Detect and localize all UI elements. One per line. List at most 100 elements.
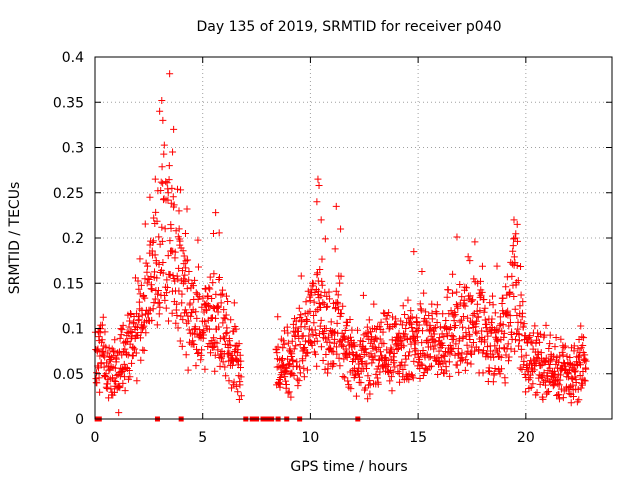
data-point — [153, 274, 161, 282]
data-point — [476, 307, 484, 315]
data-point — [140, 322, 148, 330]
data-point — [279, 344, 287, 352]
data-point — [363, 323, 371, 331]
data-point — [389, 313, 397, 321]
data-point — [320, 330, 328, 338]
data-point — [128, 359, 136, 367]
data-point — [299, 357, 307, 365]
data-point — [504, 340, 512, 348]
data-point — [322, 303, 330, 311]
data-point — [448, 289, 456, 297]
data-point — [439, 310, 447, 318]
data-point — [497, 365, 505, 373]
data-point — [428, 315, 436, 323]
data-point — [138, 311, 146, 319]
data-point — [132, 349, 140, 357]
data-point — [469, 339, 477, 347]
data-point — [190, 340, 198, 348]
data-point — [284, 389, 292, 397]
data-point — [417, 360, 425, 368]
data-point — [208, 337, 216, 345]
data-point — [559, 351, 567, 359]
data-point — [155, 310, 163, 318]
data-point — [333, 343, 341, 351]
data-point — [148, 316, 156, 324]
data-point — [357, 379, 365, 387]
data-point — [510, 216, 518, 224]
data-point — [459, 333, 467, 341]
data-point — [142, 259, 150, 267]
data-point — [232, 382, 240, 390]
data-point — [452, 301, 460, 309]
data-point — [541, 381, 549, 389]
data-point — [473, 317, 481, 325]
data-point — [372, 370, 380, 378]
data-point — [278, 355, 286, 363]
data-point — [284, 355, 292, 363]
data-point — [274, 343, 282, 351]
data-point — [236, 381, 244, 389]
data-point — [332, 287, 340, 295]
data-point — [511, 336, 519, 344]
data-point — [397, 317, 405, 325]
data-point — [509, 247, 517, 255]
data-point — [532, 339, 540, 347]
data-point — [161, 225, 169, 233]
data-point — [204, 293, 212, 301]
data-point — [98, 321, 106, 329]
data-point — [118, 351, 126, 359]
y-tick-label: 0.3 — [62, 141, 84, 157]
data-point — [487, 319, 495, 327]
data-point — [337, 310, 345, 318]
data-point — [201, 301, 209, 309]
data-point — [195, 292, 203, 300]
data-point — [215, 273, 223, 281]
data-point — [120, 360, 128, 368]
data-point — [284, 339, 292, 347]
data-point — [146, 193, 154, 201]
data-point — [184, 256, 192, 264]
data-point — [206, 273, 214, 281]
data-point — [413, 325, 421, 333]
data-point — [505, 353, 513, 361]
data-point — [165, 176, 173, 184]
data-point — [198, 346, 206, 354]
data-point — [478, 288, 486, 296]
data-point — [174, 275, 182, 283]
data-point — [410, 357, 418, 365]
data-point — [219, 286, 227, 294]
data-point — [575, 396, 583, 404]
data-point — [407, 320, 415, 328]
data-point — [223, 329, 231, 337]
data-point — [181, 271, 189, 279]
data-point — [441, 357, 449, 365]
data-point — [408, 313, 416, 321]
data-point — [169, 148, 177, 156]
data-point — [164, 185, 172, 193]
data-point — [422, 308, 430, 316]
data-point — [351, 371, 359, 379]
data-point — [173, 311, 181, 319]
data-point — [578, 381, 586, 389]
data-point — [413, 333, 421, 341]
data-point — [500, 333, 508, 341]
data-point — [160, 150, 168, 158]
data-point — [234, 388, 242, 396]
data-point — [545, 378, 553, 386]
y-tick-label: 0.15 — [53, 276, 84, 292]
data-point — [164, 189, 172, 197]
data-point — [126, 373, 134, 381]
data-point — [359, 337, 367, 345]
data-point — [162, 304, 170, 312]
data-point — [173, 185, 181, 193]
data-point — [367, 350, 375, 358]
data-point — [284, 329, 292, 337]
data-point — [148, 285, 156, 293]
data-point — [216, 362, 224, 370]
data-point — [101, 328, 109, 336]
data-point — [103, 359, 111, 367]
data-point — [168, 184, 176, 192]
data-point — [459, 323, 467, 331]
data-point — [147, 281, 155, 289]
data-point — [327, 318, 335, 326]
